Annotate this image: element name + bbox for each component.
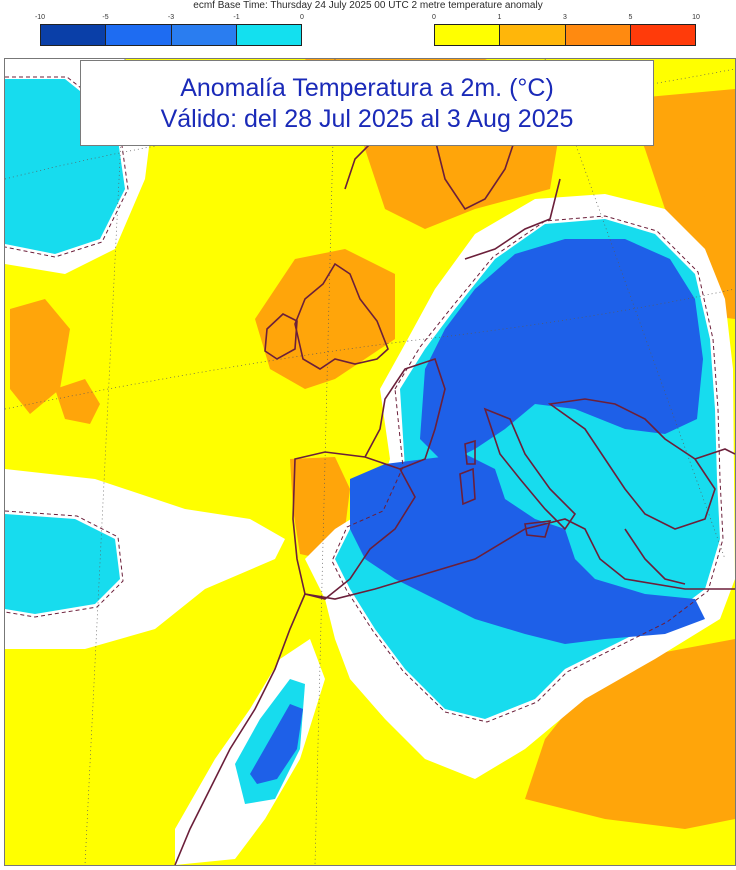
tick-label: 10 bbox=[692, 14, 700, 21]
tick-label: -10 bbox=[34, 14, 46, 21]
zero-contour-atlantic bbox=[5, 510, 124, 618]
figure-header: ecmf Base Time: Thursday 24 July 2025 00… bbox=[0, 0, 736, 58]
cold-area-atlantic bbox=[5, 514, 120, 614]
coastline-sicily bbox=[524, 520, 552, 538]
tick-label: 1 bbox=[497, 14, 502, 21]
map-title-line1: Anomalía Temperatura a 2m. (°C) bbox=[180, 74, 554, 102]
coastline-balkans bbox=[547, 398, 716, 530]
strong-cold-area-mediterranean bbox=[350, 454, 705, 644]
hot-areas bbox=[10, 59, 735, 829]
tick-label: 5 bbox=[628, 14, 633, 21]
swatch bbox=[171, 25, 237, 45]
hot-area-atlantic-a bbox=[10, 299, 70, 414]
graticule-line bbox=[84, 59, 126, 865]
coastline-corsica bbox=[464, 439, 476, 465]
swatch bbox=[236, 25, 301, 45]
coastline-ireland bbox=[264, 313, 298, 360]
swatch bbox=[565, 25, 631, 45]
colorbar-negative: -10 -5 -3 -1 0 bbox=[35, 14, 304, 48]
coastline-britain bbox=[294, 262, 389, 370]
map-canvas bbox=[5, 59, 735, 865]
colorbar-negative-ticks: -10 -5 -3 -1 0 bbox=[35, 14, 304, 24]
coastline-africa bbox=[304, 518, 735, 600]
colorbar-positive: 0 1 3 5 10 bbox=[432, 14, 700, 48]
coastline-baltic bbox=[464, 178, 561, 260]
coastline-turkey bbox=[694, 448, 735, 460]
swatch bbox=[106, 25, 172, 45]
tick-label: 0 bbox=[300, 14, 304, 21]
tick-label: 3 bbox=[563, 14, 567, 21]
coastline-france bbox=[364, 357, 446, 470]
strong-cold-area-morocco bbox=[250, 704, 303, 784]
map-title-box: Anomalía Temperatura a 2m. (°C) Válido: … bbox=[80, 60, 654, 146]
colorbar-negative-swatches bbox=[40, 24, 302, 46]
swatch bbox=[435, 25, 501, 45]
colorbar-positive-ticks: 0 1 3 5 10 bbox=[432, 14, 700, 24]
strong-cold-area-central-europe bbox=[420, 239, 703, 464]
zero-contours bbox=[5, 76, 724, 723]
hot-area-britain bbox=[255, 249, 395, 389]
hot-area-atlantic-b bbox=[55, 379, 100, 424]
strong-cold-areas bbox=[250, 239, 705, 784]
tick-label: 0 bbox=[432, 14, 436, 21]
coastline-italy bbox=[483, 407, 577, 531]
colorbar-positive-swatches bbox=[434, 24, 696, 46]
coastline-sardinia bbox=[459, 467, 476, 506]
anomaly-map bbox=[4, 58, 736, 866]
zero-contour-nw bbox=[5, 76, 129, 258]
swatch bbox=[41, 25, 107, 45]
coastline-greece bbox=[624, 528, 686, 585]
map-title-line2: Válido: del 28 Jul 2025 al 3 Aug 2025 bbox=[160, 105, 574, 133]
hot-area-ne-corner bbox=[685, 129, 735, 209]
tick-label: -3 bbox=[167, 14, 175, 21]
tick-label: -1 bbox=[233, 14, 240, 21]
zero-contour-europe bbox=[331, 215, 724, 723]
hot-area-africa-east bbox=[525, 639, 735, 829]
coastline-africa-west bbox=[174, 593, 306, 865]
base-time-label: ecmf Base Time: Thursday 24 July 2025 00… bbox=[193, 0, 543, 11]
swatch bbox=[630, 25, 695, 45]
tick-label: -5 bbox=[102, 14, 109, 21]
swatch bbox=[500, 25, 566, 45]
